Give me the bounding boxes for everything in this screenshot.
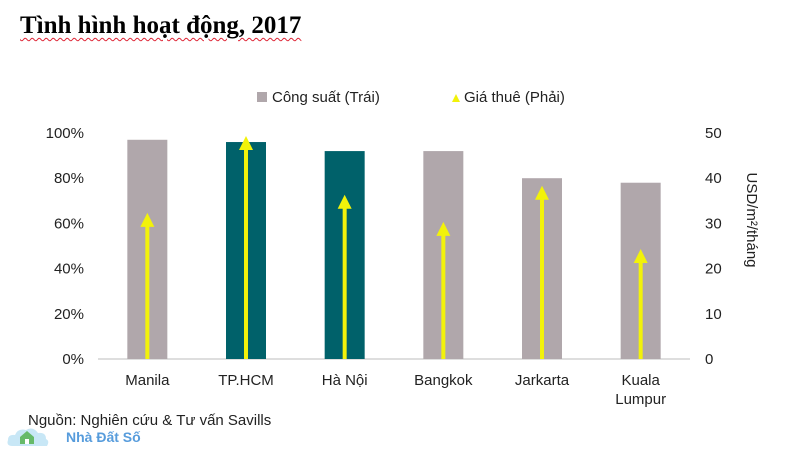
logo-text: Nhà Đất Số <box>66 429 141 445</box>
y-left-tick-label: 80% <box>54 170 84 187</box>
legend-swatch-capacity <box>257 92 267 102</box>
y-left-tick-label: 60% <box>54 215 84 232</box>
x-tick-label: Kuala <box>621 372 660 389</box>
x-axis-labels: Manila TP.HCM Hà Nội Bangkok Jarkarta Kuala Lu… <box>125 372 666 408</box>
legend-label-rent: Giá thuê (Phải) <box>464 89 565 106</box>
legend-marker-rent <box>452 94 460 102</box>
watermark-logo: Nhà Đất Số <box>6 424 156 450</box>
legend-label-capacity: Công suất (Trái) <box>272 89 380 106</box>
source-note: Nguồn: Nghiên cứu & Tư vấn Savills <box>28 412 272 429</box>
bar-series-capacity <box>127 139 661 359</box>
y-right-tick-label: 10 <box>705 306 722 323</box>
x-tick-label: Hà Nội <box>322 372 368 389</box>
x-tick-label: Manila <box>125 372 170 389</box>
y-right-tick-label: 0 <box>705 351 713 368</box>
x-tick-label: TP.HCM <box>218 372 274 389</box>
rent-marker <box>633 249 648 264</box>
y-axis-left: 0% 20% 40% 60% 80% 100% <box>46 125 84 368</box>
house-cloud-icon <box>7 428 49 446</box>
y-left-tick-label: 40% <box>54 261 84 278</box>
y-right-tick-label: 50 <box>705 125 722 142</box>
y-left-tick-label: 20% <box>54 306 84 323</box>
y-left-tick-label: 100% <box>46 125 84 142</box>
legend: Công suất (Trái) Giá thuê (Phải) <box>257 89 565 106</box>
rent-marker <box>239 136 253 151</box>
x-tick-label: Bangkok <box>414 372 473 389</box>
y-left-tick-label: 0% <box>62 351 84 368</box>
rent-marker <box>436 221 451 236</box>
y-axis-right-label: USD/m²/tháng <box>743 172 760 267</box>
rent-marker <box>337 194 352 209</box>
rent-marker <box>140 212 155 227</box>
y-right-tick-label: 40 <box>705 170 722 187</box>
x-tick-label: Jarkarta <box>515 372 570 389</box>
page-title: Tình hình hoạt động, 2017 <box>20 12 302 39</box>
y-right-tick-label: 20 <box>705 261 722 278</box>
line-series-rent <box>140 136 648 359</box>
rent-marker <box>535 185 549 200</box>
x-tick-label: Lumpur <box>615 391 666 408</box>
y-axis-right: 0 10 20 30 40 50 <box>705 125 722 368</box>
y-right-tick-label: 30 <box>705 215 722 232</box>
